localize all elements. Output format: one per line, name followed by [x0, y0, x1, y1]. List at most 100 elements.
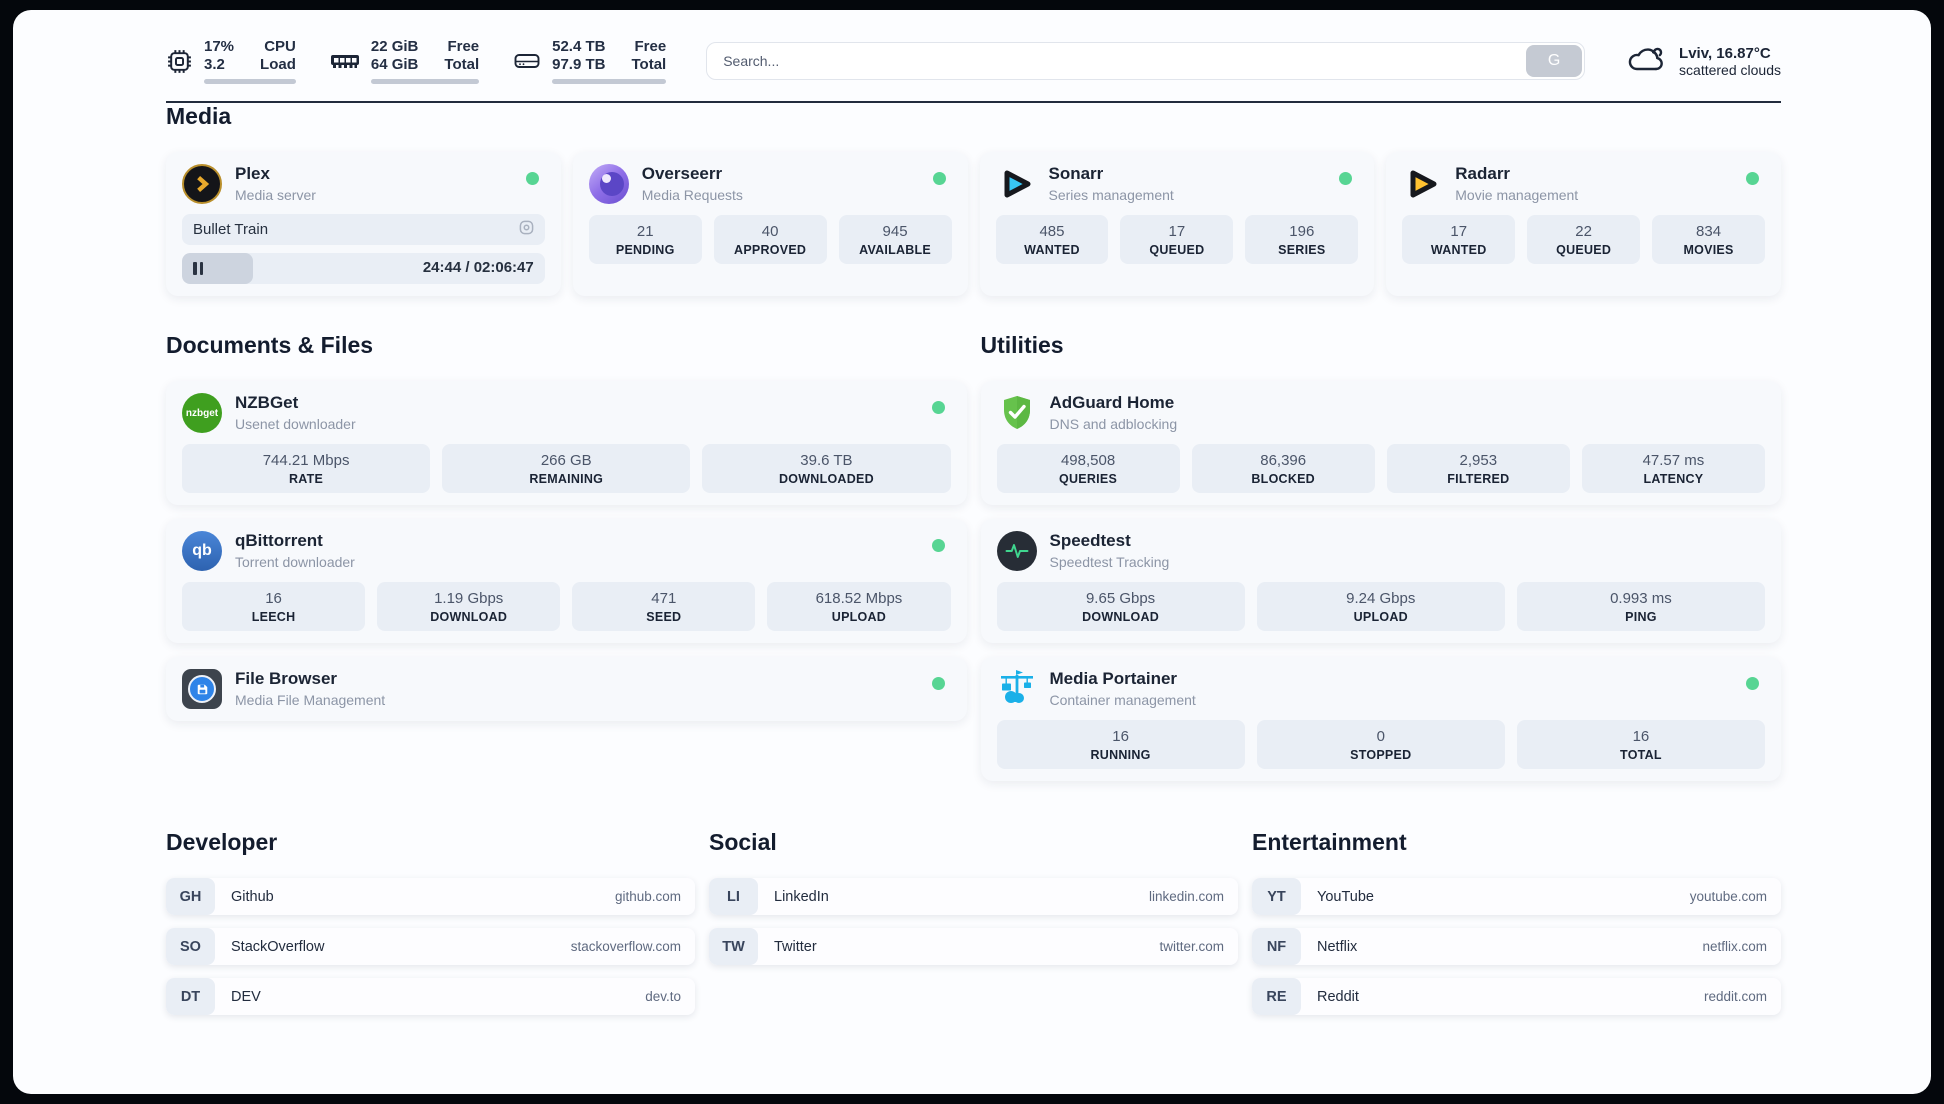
app-description: Series management [1048, 186, 1174, 203]
app-card-nzbget[interactable]: nzbget NZBGet Usenet downloader 744.21 M… [166, 381, 967, 505]
playback-time: 24:44 / 02:06:47 [422, 259, 534, 276]
app-card-overseerr[interactable]: Overseerr Media Requests 21 PENDING 40 A… [572, 152, 968, 296]
storage-progress [552, 79, 667, 84]
qbittorrent-icon: qb [182, 531, 222, 571]
app-header: Plex Media server [182, 164, 545, 204]
stat-value: 485 [1039, 223, 1065, 240]
stats-row: 498,508 QUERIES 86,396 BLOCKED 2,953 FIL… [996, 444, 1765, 493]
developer-column: Developer GH Github github.com SO StackO… [166, 829, 695, 1015]
middle-columns: Documents & Files nzbget NZBGet Usenet d… [166, 332, 1781, 781]
stat-value: 17 [1168, 223, 1186, 240]
app-header: Radarr Movie management [1402, 164, 1765, 204]
link-abbr: NF [1252, 928, 1301, 965]
stat-queries: 498,508 QUERIES [996, 444, 1180, 493]
app-header: Media Portainer Container management [997, 669, 1766, 709]
adguard-shield-icon [997, 393, 1037, 433]
bookmark-columns: Developer GH Github github.com SO StackO… [166, 829, 1781, 1015]
link-url: netflix.com [1702, 939, 1767, 954]
stat-wanted: 485 WANTED [995, 215, 1109, 264]
app-name: Radarr [1455, 164, 1511, 184]
app-description: Media Requests [641, 186, 743, 203]
playback-progress-bar[interactable]: 24:44 / 02:06:47 [182, 253, 545, 284]
search-engine-button[interactable]: G [1526, 45, 1583, 77]
app-name: qBittorrent [235, 531, 323, 551]
stat-label: UPLOAD [1353, 610, 1408, 624]
stat-value: 16 [265, 590, 282, 607]
link-linkedin[interactable]: LI LinkedIn linkedin.com [709, 878, 1238, 915]
app-meta: Speedtest Speedtest Tracking [1050, 531, 1170, 571]
link-reddit[interactable]: RE Reddit reddit.com [1252, 978, 1781, 1015]
filebrowser-icon [182, 669, 222, 709]
stat-downloaded: 39.6 TB DOWNLOADED [702, 444, 951, 493]
app-name: AdGuard Home [1049, 393, 1175, 413]
stat-label: REMAINING [529, 472, 604, 486]
cpu-icon [166, 48, 193, 75]
app-header: qb qBittorrent Torrent downloader [182, 531, 951, 571]
cpu-percent: 17% [204, 38, 235, 55]
link-abbr: RE [1252, 978, 1301, 1015]
link-github[interactable]: GH Github github.com [166, 878, 695, 915]
stat-label: QUEUED [1556, 243, 1612, 257]
app-name: File Browser [235, 669, 338, 689]
stat-value: 196 [1289, 223, 1315, 240]
storage-free-label: Free [634, 38, 667, 55]
cpu-label: CPU [264, 38, 296, 55]
status-dot-online [932, 172, 946, 185]
stats-row: 9.65 Gbps DOWNLOAD 9.24 Gbps UPLOAD 0.99… [996, 582, 1766, 631]
stat-wanted: 17 WANTED [1402, 215, 1516, 264]
app-card-plex[interactable]: Plex Media server Bullet Train [166, 152, 561, 296]
stat-value: 834 [1696, 223, 1722, 240]
link-name: LinkedIn [774, 888, 829, 905]
app-card-qbittorrent[interactable]: qb qBittorrent Torrent downloader 16 LEE… [166, 519, 967, 643]
memory-free: 22 GiB [370, 38, 419, 55]
hard-drive-icon [513, 49, 541, 73]
storage-total-label: Total [631, 56, 667, 73]
app-description: Media File Management [235, 691, 386, 708]
weather-condition: scattered clouds [1679, 61, 1781, 78]
app-card-portainer[interactable]: Media Portainer Container management 16 … [980, 657, 1781, 781]
app-meta: Sonarr Series management [1049, 164, 1174, 204]
pause-icon[interactable] [193, 262, 203, 275]
app-card-filebrowser[interactable]: File Browser Media File Management [166, 657, 967, 721]
stat-available: 945 AVAILABLE [838, 215, 952, 264]
app-card-sonarr[interactable]: Sonarr Series management 485 WANTED 17 Q… [979, 152, 1375, 296]
stat-label: PENDING [615, 243, 675, 257]
link-twitter[interactable]: TW Twitter twitter.com [709, 928, 1238, 965]
link-name: Github [231, 888, 274, 905]
section-title-entertainment: Entertainment [1252, 829, 1407, 855]
stat-approved: 40 APPROVED [713, 215, 827, 264]
memory-stat: 22 GiB Free 64 GiB Total [330, 38, 480, 84]
app-description: DNS and adblocking [1049, 415, 1178, 432]
stat-seed: 471 SEED [572, 582, 756, 631]
link-youtube[interactable]: YT YouTube youtube.com [1252, 878, 1781, 915]
stat-label: DOWNLOADED [779, 472, 874, 486]
cloud-icon [1625, 42, 1667, 81]
stat-value: 618.52 Mbps [815, 590, 903, 607]
stat-label: QUEUED [1149, 243, 1205, 257]
stat-label: WANTED [1430, 243, 1487, 257]
memory-total-label: Total [444, 56, 480, 73]
link-dev[interactable]: DT DEV dev.to [166, 978, 695, 1015]
app-meta: Radarr Movie management [1455, 164, 1578, 204]
app-card-speedtest[interactable]: Speedtest Speedtest Tracking 9.65 Gbps D… [980, 519, 1781, 643]
stat-value: 39.6 TB [800, 452, 853, 469]
stat-value: 9.65 Gbps [1085, 590, 1156, 607]
link-stackoverflow[interactable]: SO StackOverflow stackoverflow.com [166, 928, 695, 965]
entertainment-column: Entertainment YT YouTube youtube.com NF … [1252, 829, 1781, 1015]
app-name: Speedtest [1049, 531, 1131, 551]
stat-label: FILTERED [1447, 472, 1510, 486]
nzbget-icon: nzbget [182, 393, 222, 433]
app-description: Media server [235, 186, 316, 203]
app-name: Overseerr [641, 164, 723, 184]
stat-value: 40 [761, 223, 779, 240]
status-dot-online [1339, 172, 1353, 185]
status-dot-online [931, 401, 945, 414]
search-input[interactable] [706, 42, 1586, 80]
radarr-icon [1402, 164, 1442, 204]
stat-value: 266 GB [540, 452, 592, 469]
stats-row: 744.21 Mbps RATE 266 GB REMAINING 39.6 T… [182, 444, 951, 493]
link-netflix[interactable]: NF Netflix netflix.com [1252, 928, 1781, 965]
app-card-radarr[interactable]: Radarr Movie management 17 WANTED 22 QUE… [1386, 152, 1781, 296]
app-card-adguard[interactable]: AdGuard Home DNS and adblocking 498,508 … [980, 381, 1781, 505]
stat-pending: 21 PENDING [588, 215, 702, 264]
